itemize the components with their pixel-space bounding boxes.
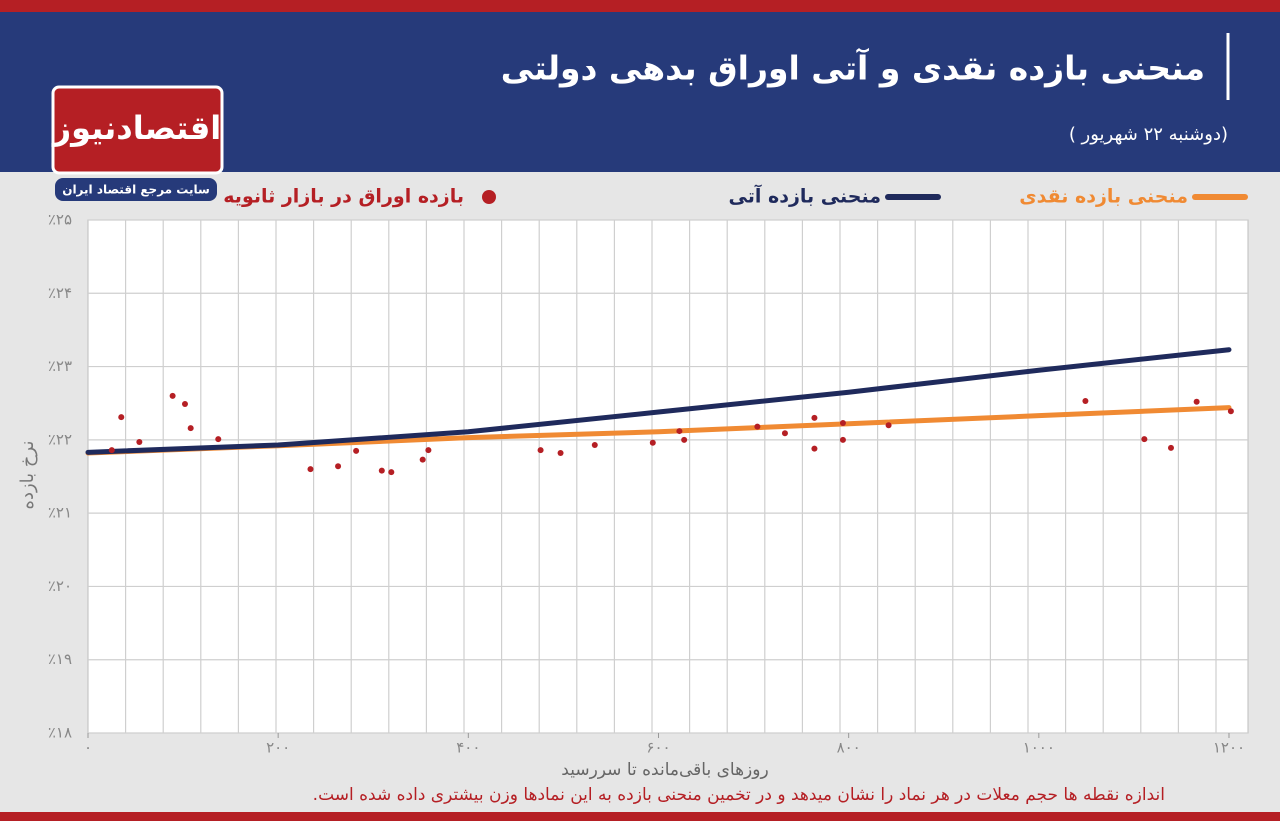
series-line <box>85 347 1232 455</box>
x-tick-label: ۸۰۰ <box>837 739 861 757</box>
scatter-point <box>1227 408 1234 415</box>
x-tick-label: ۶۰۰ <box>646 739 670 757</box>
legend-label: منحنی بازده آتی <box>729 184 881 208</box>
scatter-point <box>136 439 143 446</box>
x-tick-label: ۲۰۰ <box>266 739 290 757</box>
y-tick-label: ٪۲۰ <box>48 577 72 595</box>
scatter-point <box>1082 398 1089 405</box>
scatter-point <box>335 463 342 470</box>
scatter-point <box>181 400 188 407</box>
logo-tagline: سایت مرجع اقتصاد ایران <box>62 183 210 197</box>
scatter-point <box>781 430 788 437</box>
x-tick-label: ۱۰۰۰ <box>1023 739 1055 757</box>
plot-area <box>87 219 1249 734</box>
legend-label: بازده اوراق در بازار ثانویه <box>223 186 464 208</box>
y-axis-label: نرخ بازده <box>17 441 38 510</box>
x-axis-label: روزهای باقی‌مانده تا سررسید <box>561 760 768 780</box>
scatter-point <box>388 469 395 476</box>
scatter-point <box>681 436 688 443</box>
scatter-point <box>353 447 360 454</box>
scatter-point <box>839 436 846 443</box>
scatter-point <box>378 467 385 474</box>
logo-name: اقتصادنیوز <box>51 109 222 147</box>
x-tick-label: ۰ <box>84 739 92 757</box>
y-tick-label: ٪۲۴ <box>48 284 72 302</box>
scatter-point <box>676 428 683 435</box>
scatter-point <box>811 445 818 452</box>
legend-marker <box>482 190 496 204</box>
x-tick-label: ۱۲۰۰ <box>1213 739 1245 757</box>
y-tick-label: ٪۲۲ <box>48 430 72 448</box>
scatter-point <box>591 441 598 448</box>
legend-label: منحنی بازده نقدی <box>1019 186 1188 208</box>
top-strip <box>0 0 1280 12</box>
subtitle: (دوشنبه ۲۲ شهریور ) <box>1069 124 1228 145</box>
scatter-point <box>1167 444 1174 451</box>
scatter-point <box>307 466 314 473</box>
x-tick-label: ۴۰۰ <box>456 739 480 757</box>
scatter-point <box>108 447 115 454</box>
scatter-point <box>557 450 564 457</box>
scatter-point <box>754 423 761 430</box>
y-tick-label: ٪۱۸ <box>48 724 72 742</box>
scatter-point <box>169 392 176 399</box>
y-tick-label: ٪۱۹ <box>48 650 72 668</box>
title: منحنی بازده نقدی و آتی اوراق بدهی دولتی <box>501 48 1205 89</box>
logo-tagline-box <box>55 178 217 201</box>
scatter-point <box>187 425 194 432</box>
scatter-point <box>1193 398 1200 405</box>
scatter-point <box>419 456 426 463</box>
scatter-point <box>1141 436 1148 443</box>
y-tick-label: ٪۲۳ <box>48 357 72 375</box>
scatter-point <box>839 420 846 427</box>
scatter-point <box>649 439 656 446</box>
note: اندازه نقطه ها حجم معلات در هر نماد را ن… <box>313 785 1165 805</box>
y-tick-label: ٪۲۵ <box>48 211 72 229</box>
y-tick-label: ٪۲۱ <box>48 504 72 522</box>
logo-box <box>51 85 224 175</box>
scatter-point <box>811 414 818 421</box>
scatter-point <box>885 422 892 429</box>
bottom-strip <box>0 812 1280 821</box>
scatter-point <box>425 447 432 454</box>
scatter-point <box>215 436 222 443</box>
scatter-point <box>118 414 125 421</box>
scatter-point <box>537 447 544 454</box>
